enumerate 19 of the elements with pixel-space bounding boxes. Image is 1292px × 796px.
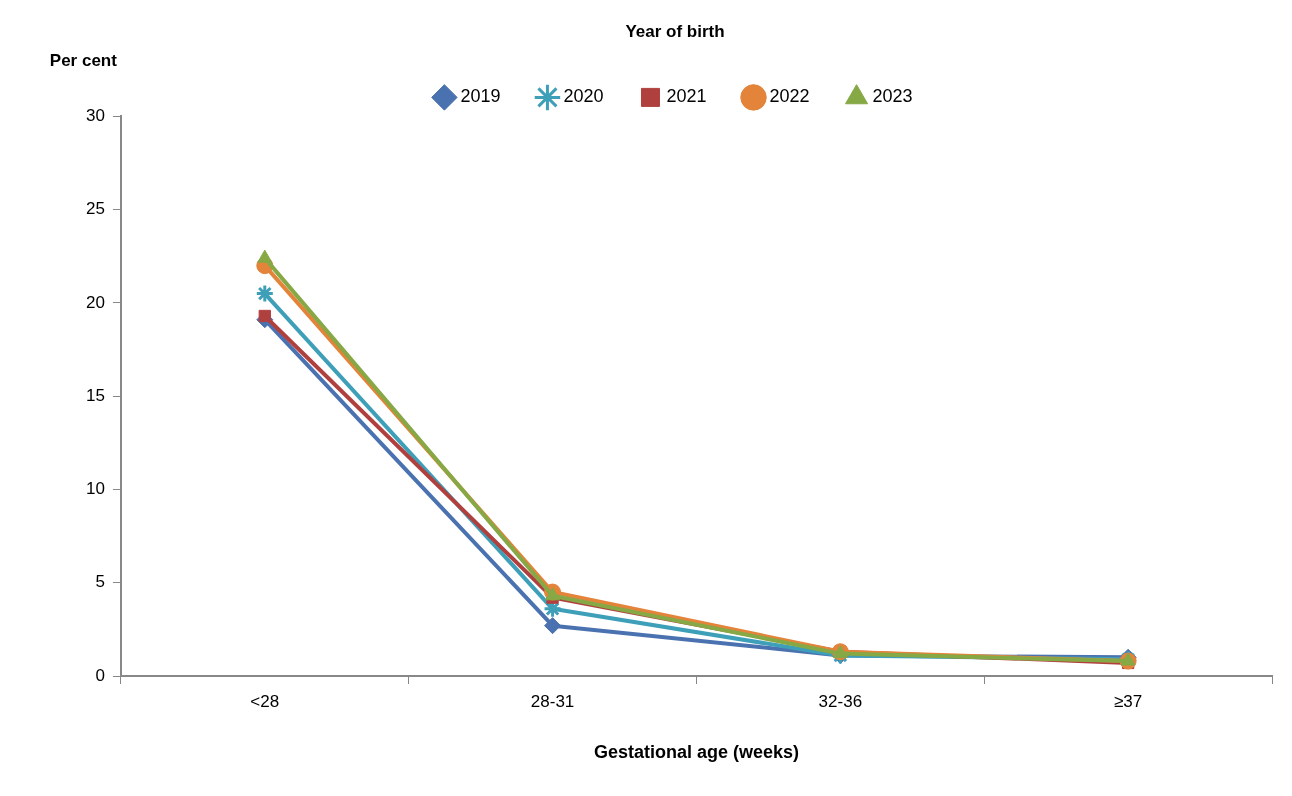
- y-tick-label: 15: [85, 385, 105, 405]
- legend-label: 2021: [666, 86, 707, 107]
- y-tick-label: 0: [95, 665, 105, 685]
- legend-label: 2023: [872, 86, 913, 107]
- x-tick-label: <28: [250, 691, 280, 711]
- y-tick-label: 20: [85, 292, 105, 312]
- y-tick-label: 5: [95, 572, 105, 592]
- y-tick-label: 30: [85, 106, 105, 126]
- legend-label: 2022: [769, 86, 810, 107]
- x-tick-label: 32-36: [818, 691, 863, 711]
- legend-title: Year of birth: [625, 22, 725, 42]
- x-tick-label: ≥37: [1113, 691, 1143, 711]
- legend-label: 2020: [563, 86, 604, 107]
- x-axis-title: Gestational age (weeks): [593, 742, 799, 763]
- y-tick-label: 10: [85, 479, 105, 499]
- legend-label: 2019: [460, 86, 501, 107]
- y-tick-label: 25: [85, 199, 105, 219]
- y-axis-title: Per cent: [49, 51, 118, 71]
- x-tick-label: 28-31: [530, 691, 575, 711]
